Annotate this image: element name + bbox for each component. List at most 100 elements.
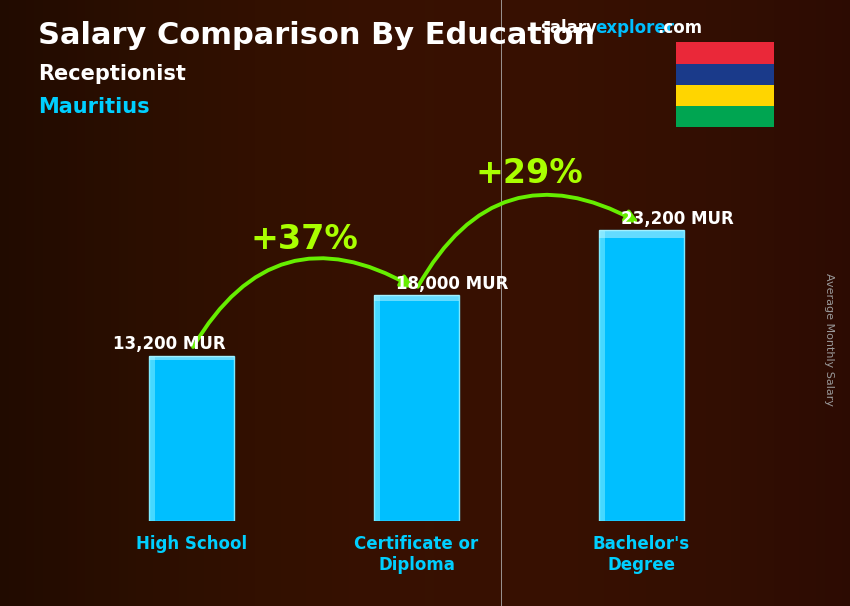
Bar [598,230,684,238]
Bar [629,0,638,606]
Bar [8,0,17,606]
Bar [340,0,348,606]
Bar [595,0,604,606]
Bar [246,0,255,606]
Bar [272,0,280,606]
Bar [400,0,408,606]
Bar [374,296,459,301]
Text: 23,200 MUR: 23,200 MUR [621,210,734,228]
Bar [332,0,340,606]
Bar [544,0,552,606]
Bar [476,0,484,606]
Bar [561,0,570,606]
Bar [493,0,501,606]
Bar [816,0,824,606]
Bar [740,0,748,606]
Text: Average Monthly Salary: Average Monthly Salary [824,273,834,406]
Bar [51,0,60,606]
Bar [144,0,153,606]
Bar [765,0,774,606]
Bar [714,0,722,606]
Bar [468,0,476,606]
Bar [833,0,842,606]
Bar [68,0,76,606]
Bar [676,106,774,127]
Bar [94,0,102,606]
Bar [697,0,706,606]
Bar [434,0,442,606]
Bar [450,0,459,606]
Bar [149,356,155,521]
Bar [663,0,672,606]
Bar [264,0,272,606]
Text: salary: salary [540,19,597,38]
Bar [348,0,357,606]
Bar [204,0,212,606]
Bar [85,0,94,606]
Bar [187,0,196,606]
Bar [672,0,680,606]
Text: +29%: +29% [475,158,583,190]
Bar [680,0,688,606]
Bar [676,42,774,64]
Bar [598,230,604,521]
Bar [586,0,595,606]
Bar [298,0,306,606]
Bar [552,0,561,606]
Bar [238,0,246,606]
Bar [178,0,187,606]
Text: Receptionist: Receptionist [38,64,186,84]
Bar [425,0,434,606]
Bar [722,0,731,606]
Bar [366,0,374,606]
Bar [570,0,578,606]
Bar [654,0,663,606]
Bar [842,0,850,606]
Bar [26,0,34,606]
Text: 18,000 MUR: 18,000 MUR [396,275,508,293]
Bar [170,0,178,606]
Bar [638,0,646,606]
Bar [60,0,68,606]
Text: 13,200 MUR: 13,200 MUR [113,335,225,353]
Bar [153,0,162,606]
Bar [416,0,425,606]
Bar [518,0,527,606]
Bar [824,0,833,606]
Bar [149,356,235,521]
Bar [374,296,459,521]
Bar [748,0,756,606]
Bar [149,356,235,360]
Bar [212,0,221,606]
Bar [102,0,110,606]
Text: Mauritius: Mauritius [38,97,150,117]
Bar [484,0,493,606]
Bar [357,0,366,606]
Bar [374,296,380,521]
Bar [510,0,518,606]
Text: +37%: +37% [250,222,358,256]
Bar [374,0,382,606]
Text: explorer: explorer [595,19,674,38]
Bar [676,64,774,85]
Bar [0,0,8,606]
Bar [808,0,816,606]
Bar [604,0,612,606]
Bar [527,0,536,606]
Bar [34,0,42,606]
Bar [688,0,697,606]
Bar [289,0,297,606]
Bar [578,0,586,606]
Bar [76,0,85,606]
Bar [706,0,714,606]
Bar [799,0,808,606]
Bar [731,0,740,606]
Bar [162,0,170,606]
Bar [774,0,782,606]
Bar [442,0,450,606]
Bar [646,0,654,606]
Bar [110,0,119,606]
Text: Salary Comparison By Education: Salary Comparison By Education [38,21,595,50]
Bar [756,0,765,606]
Bar [221,0,230,606]
